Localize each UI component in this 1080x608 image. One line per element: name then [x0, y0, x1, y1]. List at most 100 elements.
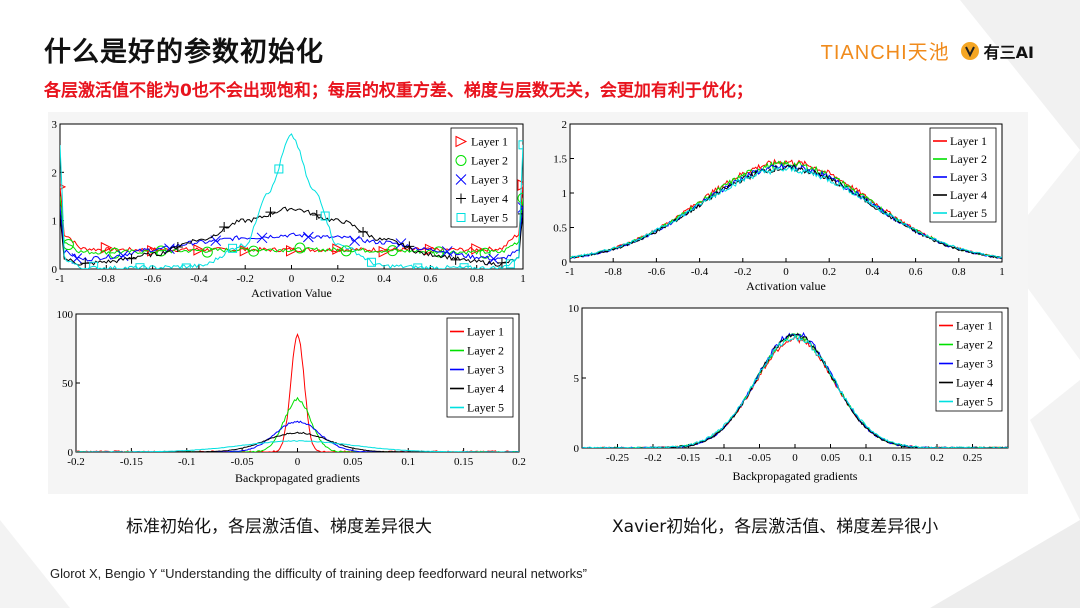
series-marker-2	[517, 192, 523, 204]
series-marker-4	[219, 222, 230, 233]
series-marker-3	[349, 235, 360, 247]
legend-marker	[455, 174, 467, 185]
legend-label: Layer 5	[956, 395, 993, 409]
series-marker-2	[248, 245, 260, 257]
series-group	[582, 331, 1008, 448]
x-tick-label: -0.6	[648, 266, 666, 278]
series-line-3	[60, 206, 523, 262]
x-tick-label: -0.15	[120, 456, 143, 468]
series-group	[76, 332, 519, 452]
y-tick-label: 100	[57, 309, 74, 321]
caption-xavier-init: Xavier初始化，各层激活值、梯度差异很小	[612, 517, 939, 537]
x-tick-label: 0.6	[909, 266, 923, 278]
series-line-5	[582, 333, 1008, 448]
x-tick-label: -0.1	[178, 456, 195, 468]
x-tick-label: 0.15	[454, 456, 474, 468]
legend-box	[446, 317, 514, 418]
x-axis-label: Backpropagated gradients	[235, 471, 360, 485]
x-tick-label: 1	[520, 273, 526, 285]
x-tick-label: 0.4	[866, 266, 880, 278]
youweiai-logo-text: 有三AI	[983, 42, 1034, 62]
legend-label: Layer 1	[950, 134, 987, 148]
logo-group: TIANCHI天池 有三AI	[821, 36, 1034, 65]
legend-marker	[455, 155, 467, 166]
x-tick-label: -0.6	[144, 273, 162, 285]
legend-label: Layer 3	[471, 173, 508, 187]
citation: Glorot X, Bengio Y “Understanding the di…	[50, 566, 587, 581]
legend-marker	[455, 135, 468, 148]
legend-label: Layer 2	[471, 154, 508, 168]
series-marker-5	[228, 243, 238, 253]
x-tick-label: 0.1	[401, 456, 415, 468]
series-marker-3	[210, 235, 222, 247]
x-axis-label: Backpropagated gradients	[733, 469, 858, 483]
y-tick-label: 10	[568, 303, 580, 315]
x-tick-label: -0.2	[67, 456, 84, 468]
slide-title: 什么是好的参数初始化	[44, 37, 324, 68]
series-marker-4	[265, 207, 276, 218]
series-marker-3	[441, 246, 453, 257]
series-marker-5	[274, 164, 284, 174]
series-line-5	[76, 440, 519, 452]
legend-label: Layer 4	[956, 376, 993, 390]
xavier-activation-chart: -1 -0.8 -0.6 -0.4 -0.2 0 0.2 0.4 0.6 0.8 1 0 0.5 1 1.5…	[553, 119, 1005, 293]
legend-label: Layer 3	[956, 357, 993, 371]
legend-label: Layer 2	[956, 338, 993, 352]
series-marker-3	[302, 231, 314, 243]
youweiai-logo: 有三AI	[960, 39, 1034, 63]
legend-marker	[456, 193, 466, 204]
series-marker-4	[404, 241, 415, 252]
legend-label: Layer 1	[471, 135, 508, 149]
legend-label: Layer 4	[467, 382, 504, 396]
legend-label: Layer 4	[471, 192, 508, 206]
x-tick-label: -0.05	[748, 452, 771, 464]
plot-area	[75, 313, 520, 453]
legend-label: Layer 5	[471, 211, 508, 225]
x-tick-label: -0.25	[606, 452, 629, 464]
x-axis-label: Activation Value	[251, 286, 332, 300]
legend-label: Layer 1	[956, 319, 993, 333]
series-marker-2	[155, 245, 167, 257]
series-marker-4	[358, 226, 369, 237]
series-marker-1	[100, 241, 113, 254]
series-marker-2	[201, 246, 213, 258]
series-marker-2	[294, 242, 306, 254]
y-tick-label: 2	[562, 119, 568, 131]
x-tick-label: 0.2	[930, 452, 944, 464]
youweiai-emblem-icon	[960, 41, 979, 60]
series-marker-5	[505, 259, 515, 269]
x-tick-label: 0	[792, 452, 798, 464]
series-marker-5	[135, 263, 145, 269]
x-tick-label: 0	[783, 266, 789, 278]
legend-label: Layer 2	[950, 152, 987, 166]
x-tick-label: 1	[999, 266, 1005, 278]
series-group	[570, 158, 1002, 260]
x-tick-label: -0.4	[190, 273, 208, 285]
series-marker-4	[311, 210, 322, 221]
x-tick-label: 0.05	[343, 456, 363, 468]
series-marker-4	[172, 242, 183, 253]
x-tick-label: -0.05	[231, 456, 254, 468]
x-tick-label: -0.15	[677, 452, 700, 464]
series-marker-5	[89, 261, 99, 269]
x-tick-label: 0.2	[512, 456, 526, 468]
series-marker-1	[471, 243, 483, 255]
x-tick-label: 0.4	[377, 273, 391, 285]
y-tick-label: 0.5	[553, 223, 567, 235]
series-marker-4	[450, 254, 461, 265]
y-tick-label: 1	[52, 216, 58, 228]
series-marker-2	[340, 245, 352, 257]
x-tick-label: 0	[295, 456, 301, 468]
y-tick-label: 0	[52, 264, 58, 276]
xavier-gradients-chart: -0.25 -0.2 -0.15 -0.1 -0.05 0 0.05 0.1 0.15 0.2 0.…	[568, 303, 1009, 483]
y-tick-label: 0	[574, 443, 580, 455]
x-tick-label: 0.15	[892, 452, 912, 464]
series-marker-4	[496, 257, 507, 268]
x-tick-label: -0.8	[604, 266, 622, 278]
x-tick-label: -0.1	[715, 452, 732, 464]
series-marker-5	[366, 257, 376, 267]
x-tick-label: 0.8	[952, 266, 966, 278]
series-marker-2	[387, 245, 399, 257]
legend-label: Layer 1	[467, 325, 504, 339]
